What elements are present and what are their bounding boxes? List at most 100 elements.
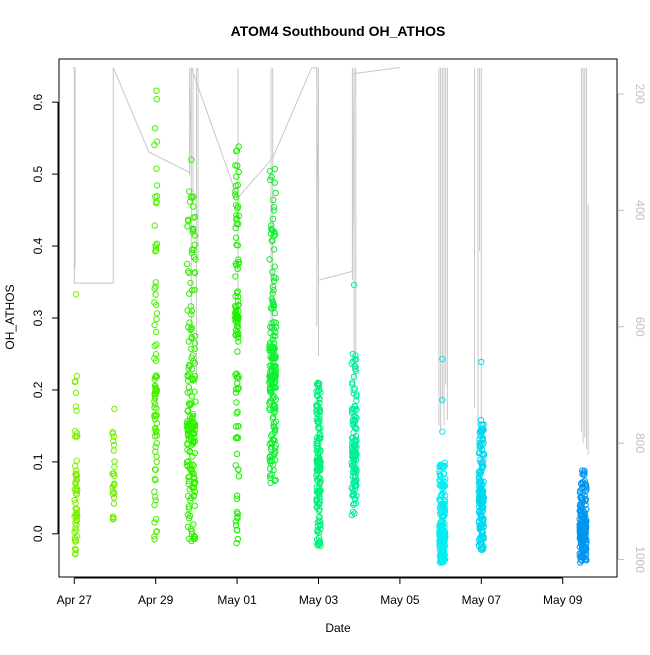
data-point [232,435,240,442]
data-point [270,413,277,421]
data-point [187,303,195,310]
data-point [232,389,240,396]
data-point [151,321,158,329]
data-point-outlier [350,281,358,289]
data-point [271,403,279,410]
data-point [270,423,277,430]
data-point [267,479,274,487]
data-point [184,440,191,447]
data-point [185,477,193,485]
data-point [192,398,199,405]
y2-tick-label: 200 [633,84,647,104]
data-point [439,552,446,560]
data-point [234,242,242,249]
data-point [153,193,161,200]
y-tick-label: 0.3 [31,309,45,326]
cluster-1 [109,405,118,523]
data-point [577,508,584,515]
x-tick-label: May 05 [380,593,420,607]
data-point [191,286,198,293]
data-point [234,348,241,355]
data-point [351,510,358,517]
points-layer [71,87,590,566]
data-point [441,508,449,515]
data-point-outlier [439,396,446,404]
data-point [580,508,587,515]
data-point [582,523,589,530]
data-point [352,413,359,420]
data-point [579,496,586,504]
data-point [316,537,323,545]
data-point [153,453,160,460]
data-point [152,384,159,391]
data-point [111,490,118,497]
data-point [184,216,192,223]
data-point [188,325,195,333]
data-point [479,436,486,443]
data-point [73,506,81,513]
data-point [479,421,486,428]
data-point [271,309,278,317]
x-tick-label: May 01 [217,593,257,607]
data-point [191,340,199,347]
data-point [233,215,240,223]
data-point [72,551,79,558]
x-axis: Apr 27 Apr 29 May 01 May 03 May 05 May 07 May … [57,577,583,607]
data-point [476,440,483,447]
data-point [582,547,589,554]
data-point [267,372,274,380]
data-point [72,463,79,470]
data-point [272,274,279,282]
data-point [152,279,159,286]
data-point [269,461,277,468]
x-axis-label: Date [325,621,351,635]
data-point [233,399,240,406]
data-point [233,374,241,381]
data-point [272,329,279,336]
data-point [153,138,161,145]
data-point [478,446,486,453]
data-point [267,398,275,405]
data-point [475,488,482,495]
data-point [110,500,118,507]
data-point [110,441,118,449]
data-point [232,423,240,430]
data-point [234,288,242,295]
data-point [72,490,79,497]
data-point [272,405,279,412]
data-point [234,181,242,189]
data-point [478,505,485,512]
data-point [232,273,239,280]
data-point [477,459,484,466]
data-point [71,534,79,542]
data-point [480,450,487,457]
data-point [266,400,273,407]
data-point [441,462,448,470]
data-point [351,412,358,420]
data-point [352,356,360,363]
data-point [353,391,360,398]
data-point [581,532,588,540]
data-point [74,512,81,520]
y-tick-label: 0.1 [31,453,45,470]
data-point [191,253,198,261]
data-point [187,462,194,469]
data-point-outlier [110,437,117,445]
data-point [188,345,195,353]
data-point [475,468,482,475]
y2-trace-layer [72,67,589,455]
y-axis: 0.0 0.1 0.2 0.3 0.4 0.5 0.6 [31,94,59,542]
data-point [190,430,197,437]
data-point [349,381,356,388]
data-point [580,521,587,528]
data-point [185,324,192,331]
cluster-3 [183,156,199,545]
data-point [271,363,279,370]
data-point [576,507,583,515]
cluster-7 [348,281,360,519]
data-point [348,360,355,367]
data-point [480,535,487,542]
data-point [578,480,585,488]
data-point [578,485,586,492]
data-point [350,492,358,499]
